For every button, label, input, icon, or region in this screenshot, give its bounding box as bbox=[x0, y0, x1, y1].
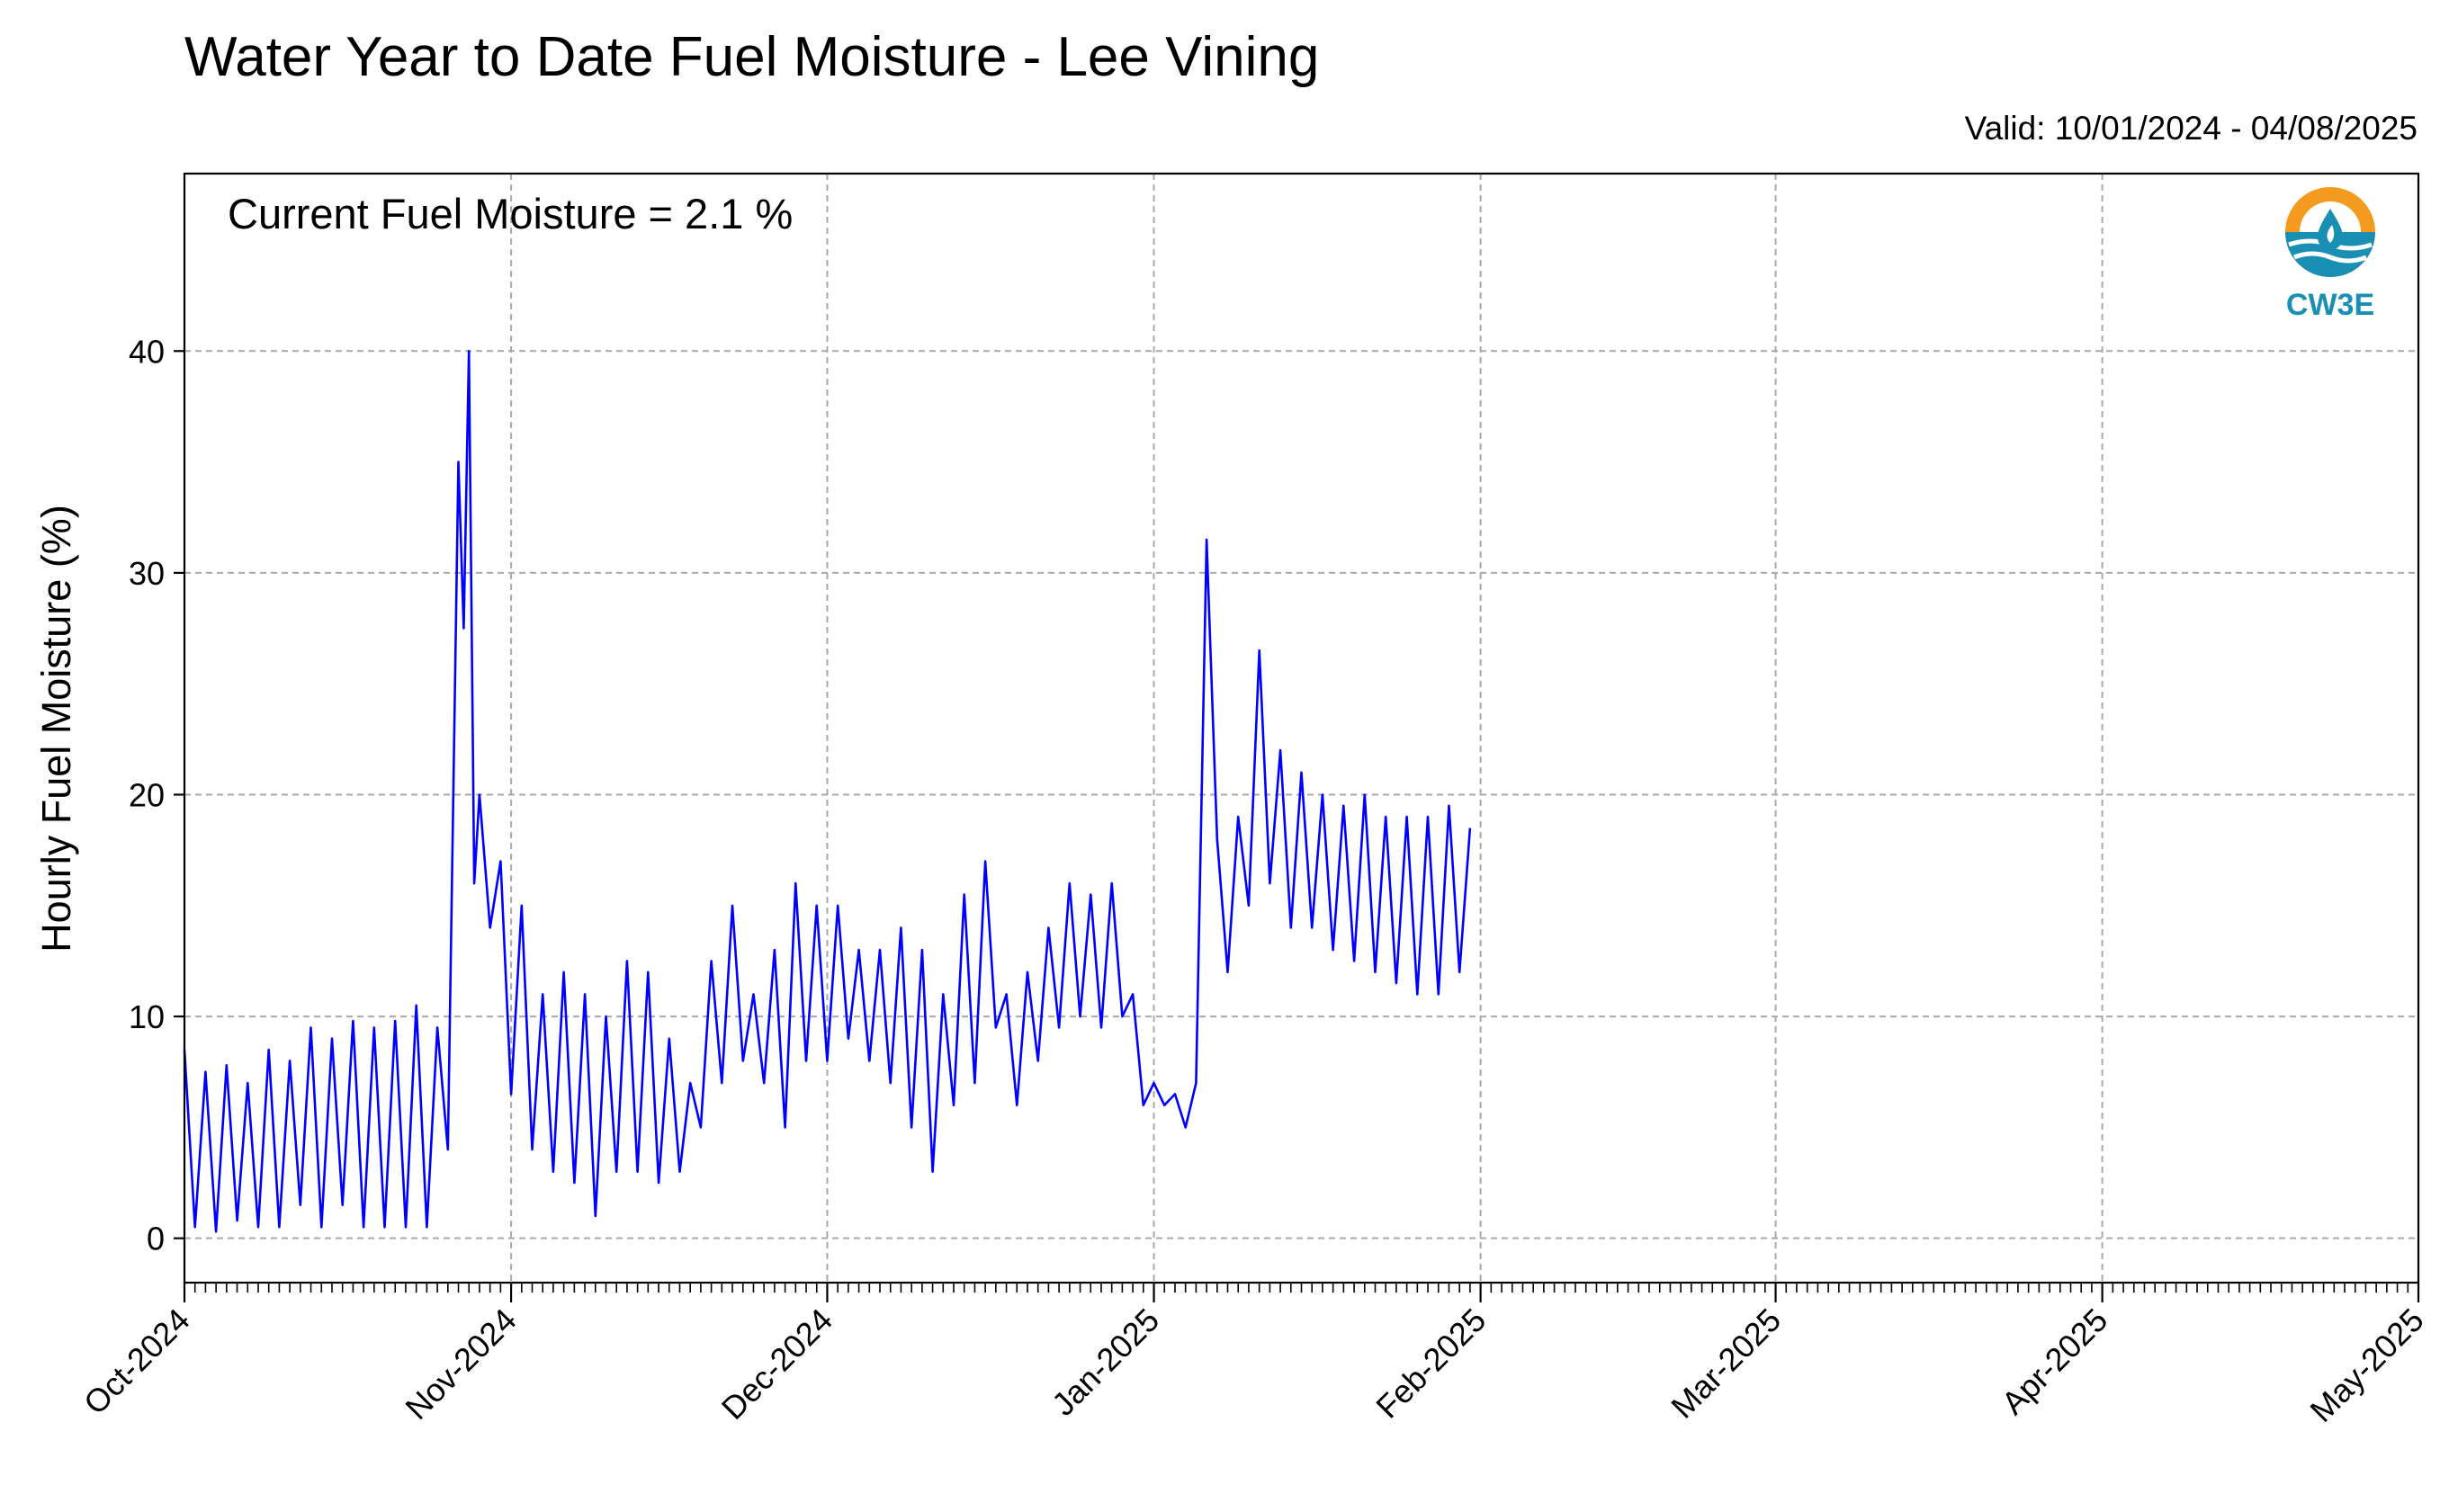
x-tick-label: Dec-2024 bbox=[714, 1302, 839, 1427]
x-tick-label: Oct-2024 bbox=[76, 1302, 197, 1422]
chart-title: Water Year to Date Fuel Moisture - Lee V… bbox=[184, 26, 1320, 88]
y-axis-label: Hourly Fuel Moisture (%) bbox=[33, 505, 79, 953]
series-layer bbox=[183, 350, 1472, 1233]
fuel-moisture-line bbox=[183, 350, 1472, 1233]
y-tick-label: 20 bbox=[129, 776, 165, 813]
x-tick-label: Jan-2025 bbox=[1045, 1302, 1166, 1423]
y-tick-labels: 0 10 20 30 40 bbox=[129, 333, 165, 1257]
y-tick-label: 40 bbox=[129, 333, 165, 370]
x-tick-label: Apr-2025 bbox=[1995, 1302, 2115, 1422]
x-tick-labels: Oct-2024 Nov-2024 Dec-2024 Jan-2025 Feb-2025… bbox=[76, 1302, 2431, 1429]
x-tick-label: Nov-2024 bbox=[398, 1302, 523, 1427]
valid-range: Valid: 10/01/2024 - 04/08/2025 bbox=[1964, 110, 2418, 147]
plot-frame bbox=[183, 172, 2420, 1284]
y-tick-label: 0 bbox=[147, 1221, 165, 1257]
logo-wave-line-2 bbox=[2293, 251, 2367, 264]
y-tick-label: 30 bbox=[129, 555, 165, 592]
x-tick-label: May-2025 bbox=[2302, 1302, 2430, 1429]
x-tick-label: Feb-2025 bbox=[1368, 1302, 1493, 1426]
y-tick-label: 10 bbox=[129, 998, 165, 1035]
flame-mark-icon bbox=[2327, 225, 2335, 243]
grid-lines bbox=[184, 174, 2418, 1283]
axis-ticks bbox=[174, 350, 2420, 1302]
cw3e-logo: CW3E bbox=[2285, 187, 2375, 322]
logo-text: CW3E bbox=[2286, 288, 2374, 322]
x-tick-label: Mar-2025 bbox=[1664, 1302, 1788, 1426]
current-fuel-moisture: Current Fuel Moisture = 2.1 % bbox=[228, 190, 793, 237]
